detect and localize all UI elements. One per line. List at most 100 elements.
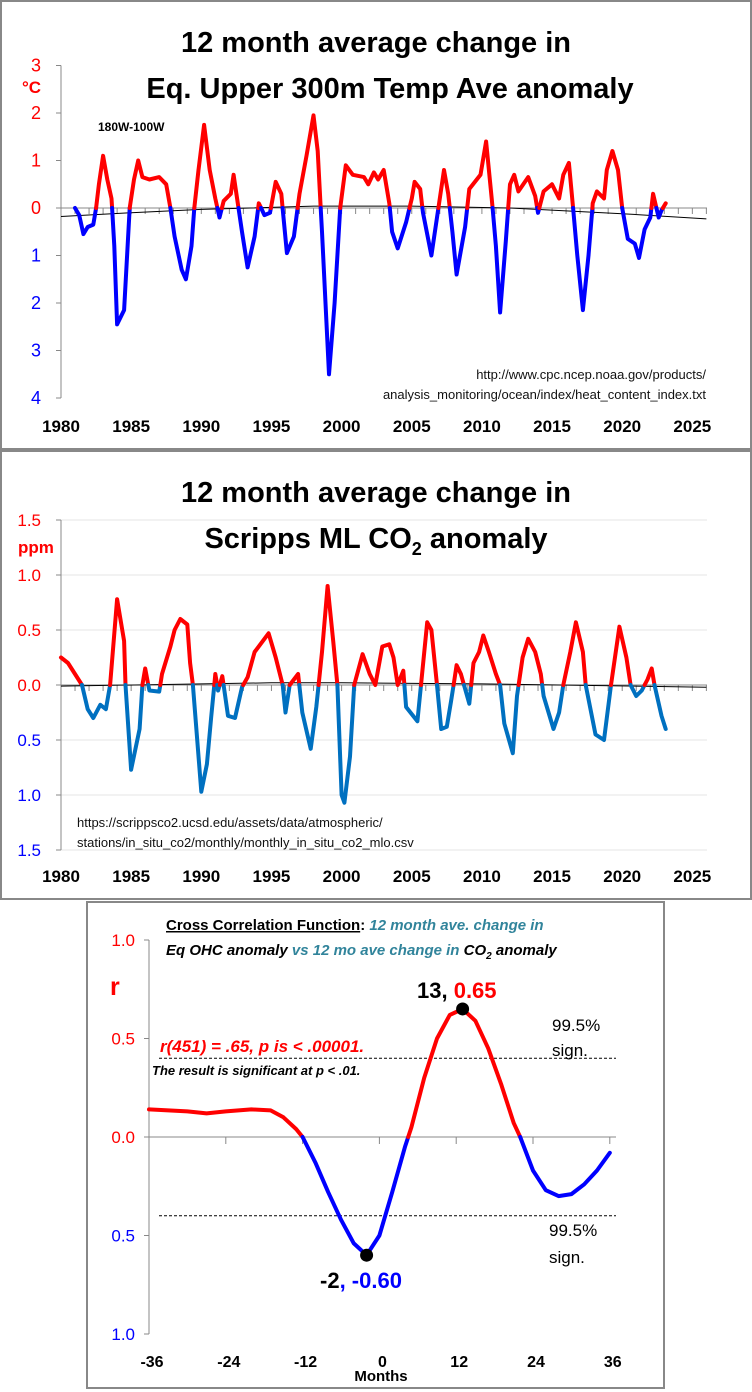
- series-positive-segment: [287, 672, 302, 687]
- chart-ccf-stat-text: r(451) = .65, p is < .00001.: [160, 1037, 364, 1056]
- x-tick-label: 1990: [182, 417, 220, 436]
- chart-ccf-title-teal-1: 12 month ave. change in: [365, 917, 543, 934]
- series-negative-segment: [297, 683, 321, 751]
- min-point-label-x: -2: [320, 1268, 340, 1293]
- y-tick-label: 0.5: [111, 1030, 135, 1049]
- x-tick-label: 1980: [42, 867, 80, 886]
- series-positive-segment: [59, 655, 84, 687]
- series-positive-segment: [406, 1007, 523, 1139]
- min-point-label-y: , -0.60: [340, 1268, 402, 1293]
- chart-ohc-title-line1: 12 month average change in: [181, 27, 571, 59]
- series-negative-segment: [215, 206, 224, 220]
- x-tick-label: 2020: [603, 867, 641, 886]
- series-negative-segment: [259, 206, 273, 218]
- series-positive-segment: [436, 168, 452, 210]
- x-tick-label: -36: [140, 1354, 163, 1371]
- series-positive-segment: [561, 620, 588, 687]
- y-tick-label: 0.5: [111, 1227, 135, 1246]
- series-negative-segment: [490, 206, 511, 315]
- series-positive-segment: [609, 624, 633, 687]
- x-tick-label: 1985: [112, 867, 150, 886]
- trend-line: [60, 205, 707, 220]
- panel-ccf-border: [86, 901, 665, 1389]
- series-positive-segment: [241, 631, 285, 687]
- series-positive-segment: [465, 139, 495, 210]
- chart-ccf-result-text: The result is significant at p < .01.: [152, 1063, 360, 1078]
- chart-ccf-xlabel: Months: [354, 1368, 407, 1385]
- series-positive-segment: [590, 149, 625, 210]
- sig-upper-word: sign.: [552, 1041, 588, 1060]
- chart-co2-title-subscript: 2: [412, 539, 422, 559]
- chart-co2-ylabel: ppm: [18, 538, 54, 557]
- series-negative-segment: [146, 683, 163, 694]
- series-positive-segment: [506, 172, 540, 210]
- chart-co2-source-line1: https://scrippsco2.ucsd.edu/assets/data/…: [77, 815, 383, 830]
- chart-ohc-title-line2: Eq. Upper 300m Temp Ave anomaly: [146, 73, 633, 105]
- min-point-marker: [360, 1248, 374, 1262]
- series-positive-segment: [316, 584, 340, 687]
- series-negative-segment: [518, 1135, 612, 1199]
- max-point-marker: [456, 1002, 470, 1016]
- y-tick-label: 0.5: [17, 621, 41, 640]
- x-tick-label: -12: [294, 1354, 317, 1371]
- series-negative-segment: [80, 683, 113, 720]
- chart-co2-title-main: Scripps ML CO: [204, 523, 411, 555]
- y-tick-label: 4: [31, 388, 41, 408]
- series-positive-segment: [407, 179, 425, 210]
- series-positive-segment: [108, 597, 128, 687]
- y-tick-label: 0.5: [17, 731, 41, 750]
- series-negative-segment: [280, 206, 300, 256]
- chart-ccf-title-underlined: Cross Correlation Function: [166, 917, 360, 934]
- series-negative-segment: [652, 683, 668, 731]
- y-tick-label: 1.0: [111, 1325, 135, 1344]
- chart-ccf-title-line2: Eq OHC anomaly vs 12 mo ave change in CO…: [166, 942, 557, 962]
- series-negative-segment: [300, 1135, 411, 1258]
- x-tick-label: 1990: [182, 867, 220, 886]
- chart-co2: 12 month average change in Scripps ML CO…: [17, 477, 711, 886]
- y-tick-label: 2: [31, 103, 41, 123]
- chart-ccf: Cross Correlation Function: 12 month ave…: [110, 917, 622, 1385]
- series-negative-segment: [420, 206, 441, 258]
- y-tick-label: 1: [31, 151, 41, 171]
- panel-ohc-border: [0, 0, 752, 450]
- series-negative-segment: [447, 206, 470, 277]
- series-positive-segment: [147, 1107, 305, 1139]
- chart-co2-title-line1: 12 month average change in: [181, 477, 571, 509]
- series-negative-segment: [280, 683, 292, 715]
- series-negative-segment: [583, 683, 613, 742]
- series-positive-segment: [660, 201, 668, 210]
- max-point-label: 13, 0.65: [417, 978, 497, 1003]
- series-positive-segment: [217, 674, 226, 687]
- y-tick-label: 1.0: [111, 931, 135, 950]
- sig-lower-word: sign.: [549, 1248, 585, 1267]
- series-positive-segment: [94, 153, 115, 210]
- chart-ccf-title-line1: Cross Correlation Function: 12 month ave…: [166, 917, 544, 934]
- series-positive-segment: [469, 633, 503, 687]
- chart-co2-title-line2: Scripps ML CO2 anomaly: [204, 523, 547, 559]
- x-tick-label: 2005: [393, 417, 431, 436]
- chart-ccf-title-anomaly: anomaly: [492, 942, 558, 959]
- series-positive-segment: [537, 160, 576, 210]
- series-negative-segment: [236, 206, 261, 270]
- chart-co2-title-end: anomaly: [422, 523, 548, 555]
- y-tick-label: 1.5: [17, 511, 41, 530]
- series-positive-segment: [192, 122, 220, 210]
- series-positive-segment: [419, 620, 439, 687]
- x-tick-label: 36: [604, 1354, 622, 1371]
- series-negative-segment: [628, 683, 647, 698]
- x-tick-label: 2015: [533, 867, 571, 886]
- series-negative-segment: [110, 206, 132, 327]
- x-tick-label: 2010: [463, 867, 501, 886]
- chart-co2-source-line2: stations/in_situ_co2/monthly/monthly_in_…: [77, 835, 414, 850]
- series-positive-segment: [140, 666, 151, 687]
- y-tick-label: 1: [31, 246, 41, 266]
- y-tick-label: 2: [31, 293, 41, 313]
- chart-ohc-ylabel: °C: [22, 78, 41, 97]
- chart-ccf-ylabel: r: [110, 973, 120, 1001]
- y-tick-label: 3: [31, 341, 41, 361]
- chart-ccf-title-co: CO: [464, 942, 487, 959]
- x-tick-label: 12: [450, 1354, 468, 1371]
- series-negative-segment: [387, 206, 412, 251]
- chart-ccf-title-teal-2: vs 12 mo ave change in: [288, 942, 464, 959]
